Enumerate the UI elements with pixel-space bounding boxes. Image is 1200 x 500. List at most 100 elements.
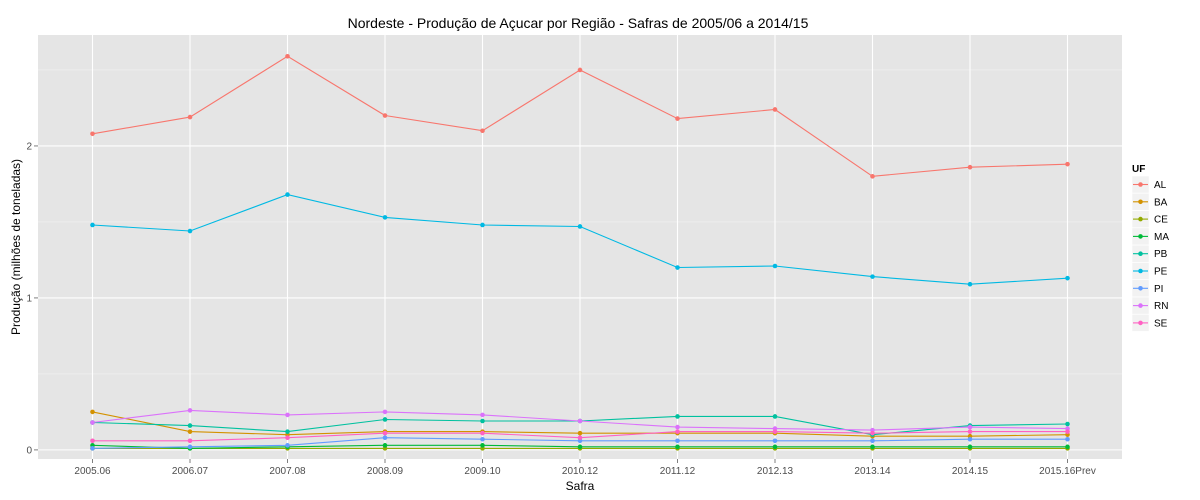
data-point-se [382, 430, 388, 436]
data-point-se [187, 438, 193, 444]
x-tick-label: 2006.07 [172, 466, 209, 477]
x-tick-label: 2012.13 [757, 466, 794, 477]
data-point-pe [1065, 275, 1070, 281]
legend-key-point [1138, 182, 1143, 187]
data-point-se [870, 430, 875, 436]
legend-item-pi: PI [1131, 279, 1163, 298]
data-point-pe [382, 215, 388, 220]
data-point-pi [187, 444, 193, 450]
data-point-al [675, 116, 680, 121]
data-point-pi [285, 443, 290, 448]
data-point-pi [382, 435, 388, 441]
data-point-pe [90, 222, 95, 228]
data-point-pb [675, 414, 680, 419]
data-point-ma [675, 444, 680, 450]
data-point-pb [480, 418, 485, 424]
legend-label: RN [1154, 301, 1168, 312]
x-tick-label: 2011.12 [660, 466, 696, 477]
data-point-se [967, 429, 973, 434]
legend-item-rn: RN [1131, 296, 1168, 315]
data-point-pi [675, 438, 680, 444]
legend-key-point [1138, 199, 1143, 205]
legend-item-ma: MA [1131, 227, 1169, 246]
data-point-pe [870, 274, 875, 279]
x-axis: 2005.06 2006.07 2007.08 2008.09 2009.10 2010.… [74, 459, 1096, 477]
data-point-se [577, 435, 583, 441]
legend-label: AL [1154, 180, 1167, 191]
legend-item-ce: CE [1131, 210, 1168, 228]
legend-key-point [1138, 216, 1143, 222]
data-point-rn [480, 412, 485, 418]
y-tick-label: 1 [26, 293, 32, 304]
data-point-rn [967, 424, 973, 430]
y-tick-label: 0 [26, 445, 32, 456]
data-point-ma [967, 444, 973, 450]
legend-label: SE [1154, 318, 1168, 329]
data-point-al [772, 107, 778, 112]
data-point-pb [772, 414, 778, 419]
data-point-ma [772, 444, 778, 450]
x-tick-label: 2005.06 [74, 466, 111, 477]
data-point-pe [675, 265, 680, 270]
data-point-pi [870, 438, 875, 444]
data-point-rn [577, 418, 583, 424]
legend-item-al: AL [1131, 175, 1167, 194]
data-point-pi [1065, 436, 1070, 442]
y-axis: 0 1 2 [26, 141, 38, 456]
data-point-se [1065, 429, 1070, 434]
legend-key-point [1138, 303, 1143, 308]
data-point-rn [382, 409, 388, 415]
x-tick-label: 2015.16Prev [1039, 466, 1096, 477]
major-gridlines [38, 35, 1122, 459]
legend-label: PB [1154, 249, 1168, 260]
y-axis-title: Produção (milhões de toneladas) [9, 159, 23, 335]
legend-key-point [1138, 320, 1143, 326]
data-point-pe [480, 222, 485, 228]
data-point-pi [967, 436, 973, 442]
data-point-al [382, 113, 388, 118]
data-point-al [187, 114, 193, 120]
legend-key-point [1138, 286, 1143, 291]
legend-key-point [1138, 234, 1143, 239]
legend-key-point [1138, 268, 1143, 274]
data-point-rn [675, 424, 680, 430]
x-axis-title: Safra [566, 479, 595, 493]
data-point-pe [285, 192, 290, 197]
x-tick-label: 2010.12 [562, 466, 599, 477]
legend-label: CE [1154, 215, 1168, 226]
data-point-al [480, 128, 485, 134]
data-point-ma [870, 444, 875, 450]
data-point-se [675, 429, 680, 434]
data-point-pe [187, 228, 193, 234]
data-point-al [967, 164, 973, 170]
data-point-ma [480, 443, 485, 448]
data-point-ma [577, 444, 583, 450]
data-point-pi [772, 438, 778, 444]
data-point-se [480, 430, 485, 436]
legend-label: PI [1154, 284, 1163, 295]
data-point-ma [382, 443, 388, 448]
legend-label: MA [1154, 232, 1169, 243]
series-points [90, 53, 1070, 451]
data-point-pb [382, 417, 388, 422]
data-point-ba [187, 429, 193, 434]
x-tick-label: 2013.14 [854, 466, 891, 477]
data-point-al [577, 67, 583, 73]
data-point-al [285, 53, 290, 59]
data-point-ba [577, 430, 583, 436]
data-point-pb [285, 429, 290, 434]
data-point-pi [480, 436, 485, 442]
legend-item-ba: BA [1131, 193, 1168, 211]
data-point-pe [772, 263, 778, 269]
data-point-pi [90, 446, 95, 451]
data-point-pb [187, 423, 193, 428]
data-point-al [90, 131, 95, 137]
x-tick-label: 2008.09 [367, 466, 404, 477]
data-point-se [285, 435, 290, 441]
data-point-pe [967, 281, 973, 287]
data-point-al [870, 174, 875, 179]
data-point-rn [90, 420, 95, 425]
data-point-ma [1065, 444, 1070, 450]
data-point-pb [1065, 421, 1070, 427]
